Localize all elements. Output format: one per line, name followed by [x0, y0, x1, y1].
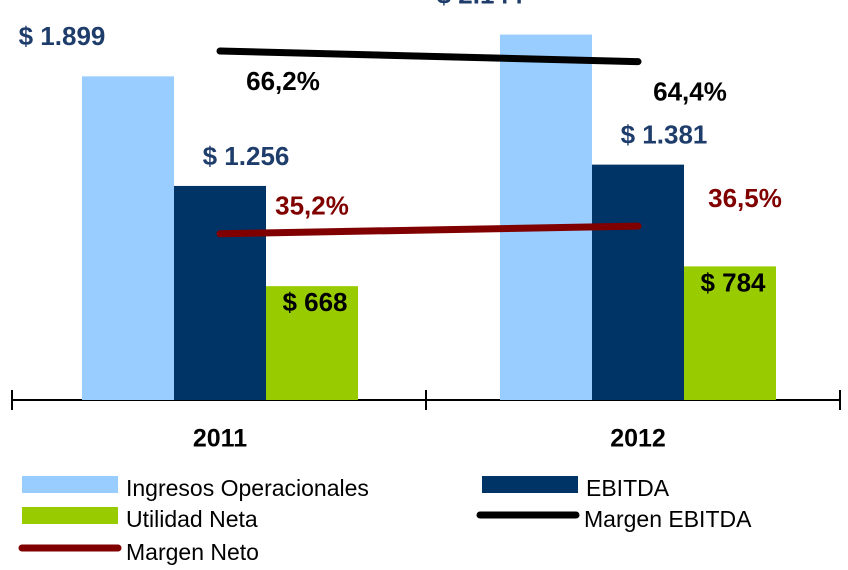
x-tick-label: 2011 [193, 425, 247, 453]
bar [266, 286, 358, 400]
bar [82, 76, 174, 400]
value-label: 66,2% [246, 66, 320, 96]
value-label: $ 2.144 [437, 0, 524, 9]
x-tick-label: 2012 [610, 425, 666, 453]
line [216, 47, 642, 66]
legend-label: Utilidad Neta [126, 506, 258, 532]
value-label: $ 668 [282, 287, 347, 317]
value-label: $ 1.381 [621, 120, 708, 150]
value-label: $ 1.899 [19, 21, 106, 51]
value-label: $ 1.256 [203, 141, 290, 171]
value-label: 64,4% [653, 77, 727, 107]
legend-swatch [482, 476, 578, 493]
bar [684, 266, 776, 400]
value-label: 35,2% [275, 191, 349, 221]
legend-label: Ingresos Operacionales [126, 475, 369, 501]
bar [500, 34, 592, 400]
legend-label: EBITDA [586, 475, 670, 501]
bar [592, 164, 684, 400]
line [216, 222, 642, 238]
value-label: $ 784 [700, 267, 766, 297]
bar [174, 185, 266, 400]
legend-label: Margen Neto [126, 539, 259, 565]
legend-swatch [22, 507, 118, 524]
legend-label: Margen EBITDA [584, 506, 752, 532]
legend-swatch [22, 476, 118, 493]
value-label: 36,5% [708, 183, 782, 213]
